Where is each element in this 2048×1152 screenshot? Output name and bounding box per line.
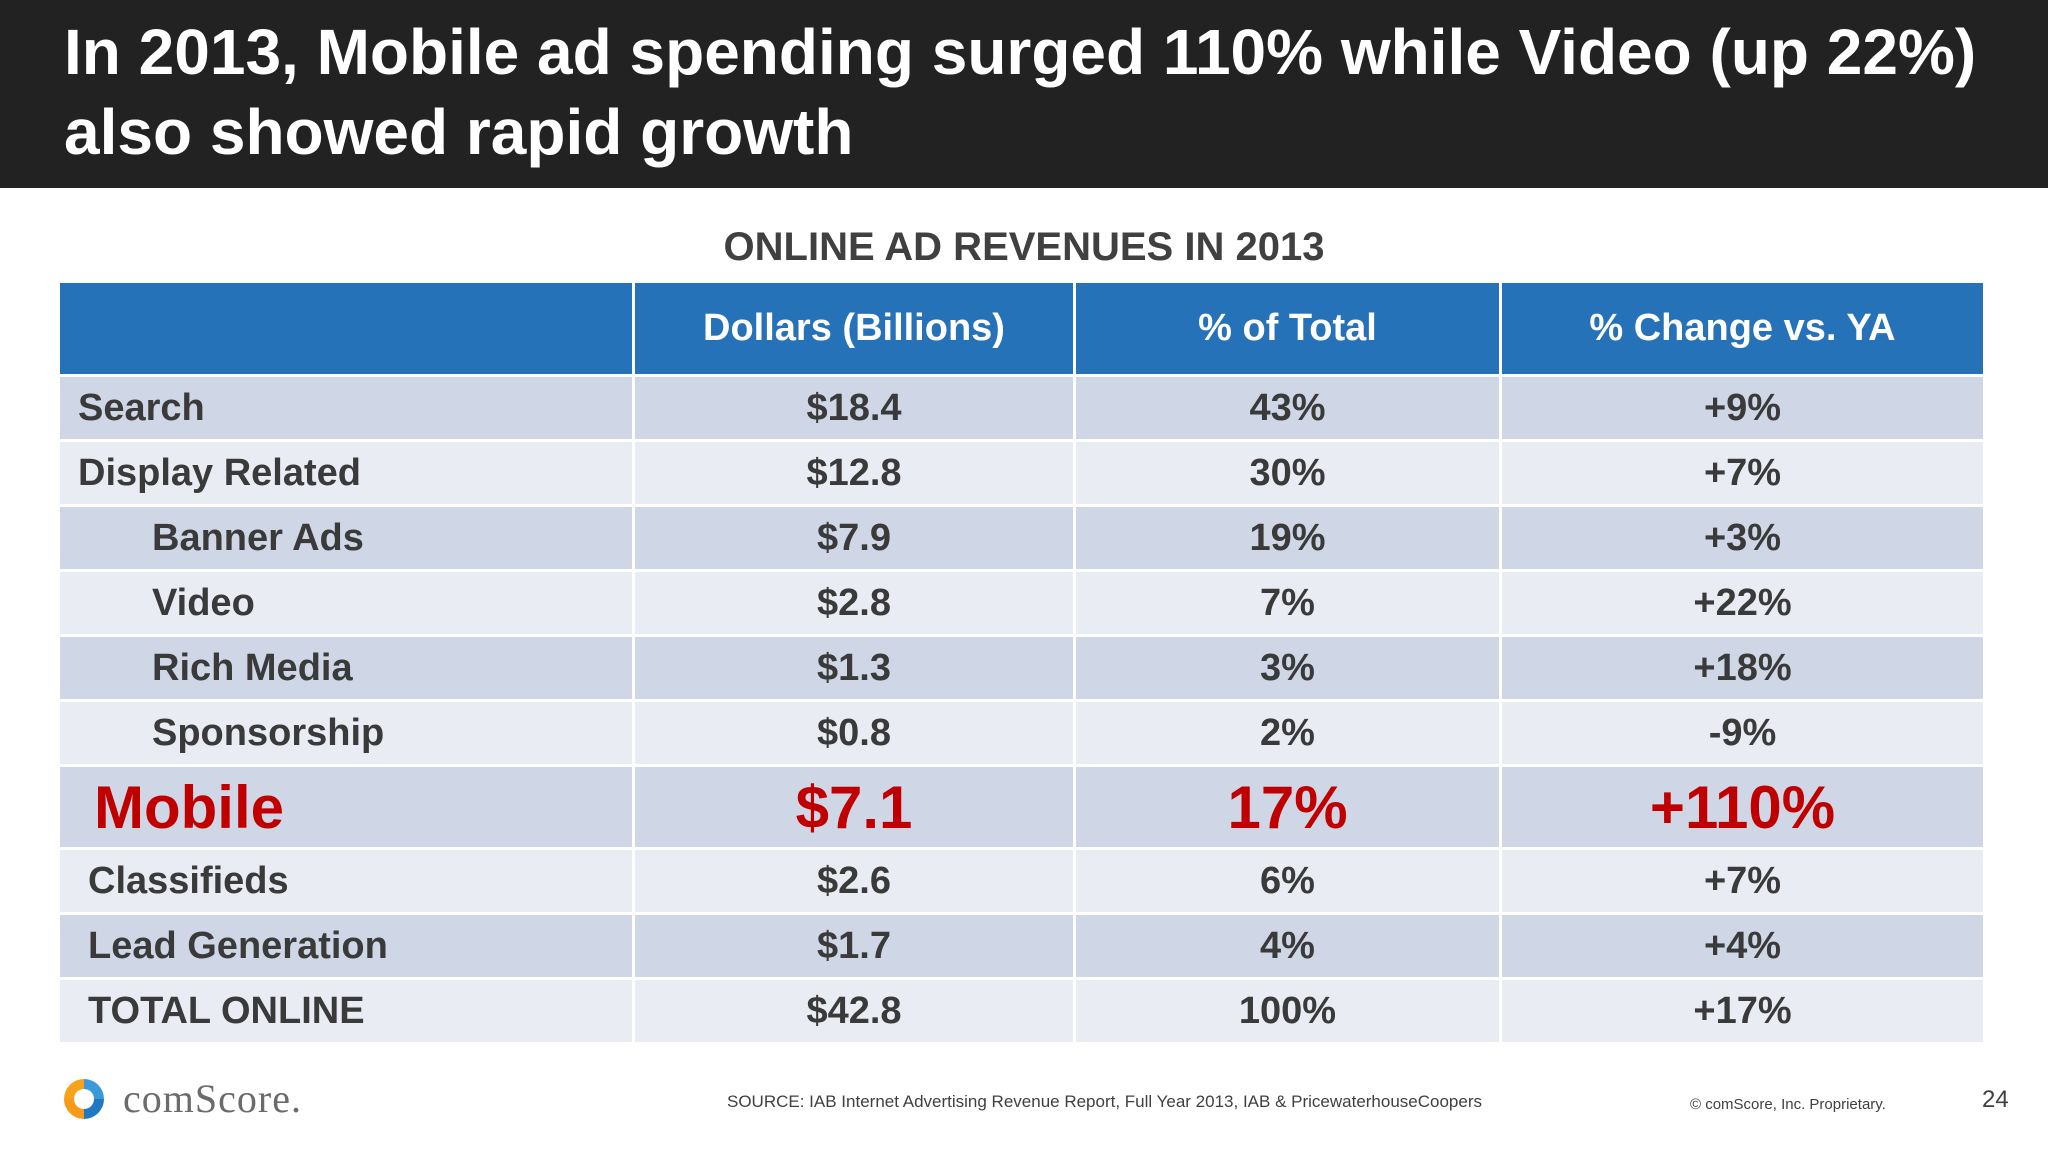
table-header-row: Dollars (Billions) % of Total % Change v… [57, 280, 1986, 377]
row-label: Search [57, 374, 635, 442]
table-row: Classifieds $2.6 6% +7% [57, 847, 1986, 915]
table-row: Lead Generation $1.7 4% +4% [57, 912, 1986, 980]
row-dollars: $7.1 [632, 764, 1076, 850]
title-bar: In 2013, Mobile ad spending surged 110% … [0, 0, 2048, 188]
row-dollars: $1.7 [632, 912, 1076, 980]
header-dollars: Dollars (Billions) [632, 280, 1076, 377]
row-pct-total: 30% [1073, 439, 1502, 507]
row-pct-total: 100% [1073, 977, 1502, 1045]
table-row: Rich Media $1.3 3% +18% [57, 634, 1986, 702]
table-row: Display Related $12.8 30% +7% [57, 439, 1986, 507]
row-pct-change: +9% [1499, 374, 1986, 442]
table-row: Search $18.4 43% +9% [57, 374, 1986, 442]
row-dollars: $18.4 [632, 374, 1076, 442]
table-row-total: TOTAL ONLINE $42.8 100% +17% [57, 977, 1986, 1045]
comscore-logo-text: comScore. [123, 1076, 302, 1121]
row-pct-total: 4% [1073, 912, 1502, 980]
row-pct-change: +22% [1499, 569, 1986, 637]
table-row: Video $2.8 7% +22% [57, 569, 1986, 637]
header-pct-total: % of Total [1073, 280, 1502, 377]
row-label: Video [57, 569, 635, 637]
table-row: Sponsorship $0.8 2% -9% [57, 699, 1986, 767]
page-number: 24 [1982, 1086, 2009, 1113]
row-label: Mobile [57, 764, 635, 850]
row-label: Classifieds [57, 847, 635, 915]
row-dollars: $12.8 [632, 439, 1076, 507]
row-label: Banner Ads [57, 504, 635, 572]
row-label: Rich Media [57, 634, 635, 702]
ad-revenue-table: Dollars (Billions) % of Total % Change v… [57, 280, 1986, 1045]
row-pct-change: +3% [1499, 504, 1986, 572]
row-pct-total: 2% [1073, 699, 1502, 767]
row-pct-change: +7% [1499, 439, 1986, 507]
row-dollars: $42.8 [632, 977, 1076, 1045]
row-pct-total: 17% [1073, 764, 1502, 850]
header-pct-change: % Change vs. YA [1499, 280, 1986, 377]
row-label: Sponsorship [57, 699, 635, 767]
row-pct-total: 3% [1073, 634, 1502, 702]
row-pct-change: +110% [1499, 764, 1986, 850]
row-label: Display Related [57, 439, 635, 507]
row-pct-total: 6% [1073, 847, 1502, 915]
row-pct-change: +17% [1499, 977, 1986, 1045]
copyright-note: © comScore, Inc. Proprietary. [1690, 1096, 1886, 1113]
row-pct-total: 7% [1073, 569, 1502, 637]
source-note: SOURCE: IAB Internet Advertising Revenue… [727, 1092, 1483, 1111]
row-pct-total: 19% [1073, 504, 1502, 572]
row-dollars: $2.8 [632, 569, 1076, 637]
header-category [57, 280, 635, 377]
table-row-highlighted: Mobile $7.1 17% +110% [57, 764, 1986, 850]
row-dollars: $1.3 [632, 634, 1076, 702]
row-pct-total: 43% [1073, 374, 1502, 442]
row-label: Lead Generation [57, 912, 635, 980]
table-title: ONLINE AD REVENUES IN 2013 [723, 225, 1325, 269]
row-dollars: $7.9 [632, 504, 1076, 572]
row-label: TOTAL ONLINE [57, 977, 635, 1045]
row-dollars: $0.8 [632, 699, 1076, 767]
row-pct-change: +18% [1499, 634, 1986, 702]
slide-title: In 2013, Mobile ad spending surged 110% … [64, 16, 1977, 168]
row-dollars: $2.6 [632, 847, 1076, 915]
comscore-logo-icon [64, 1079, 104, 1119]
row-pct-change: -9% [1499, 699, 1986, 767]
table-row: Banner Ads $7.9 19% +3% [57, 504, 1986, 572]
row-pct-change: +7% [1499, 847, 1986, 915]
row-pct-change: +4% [1499, 912, 1986, 980]
